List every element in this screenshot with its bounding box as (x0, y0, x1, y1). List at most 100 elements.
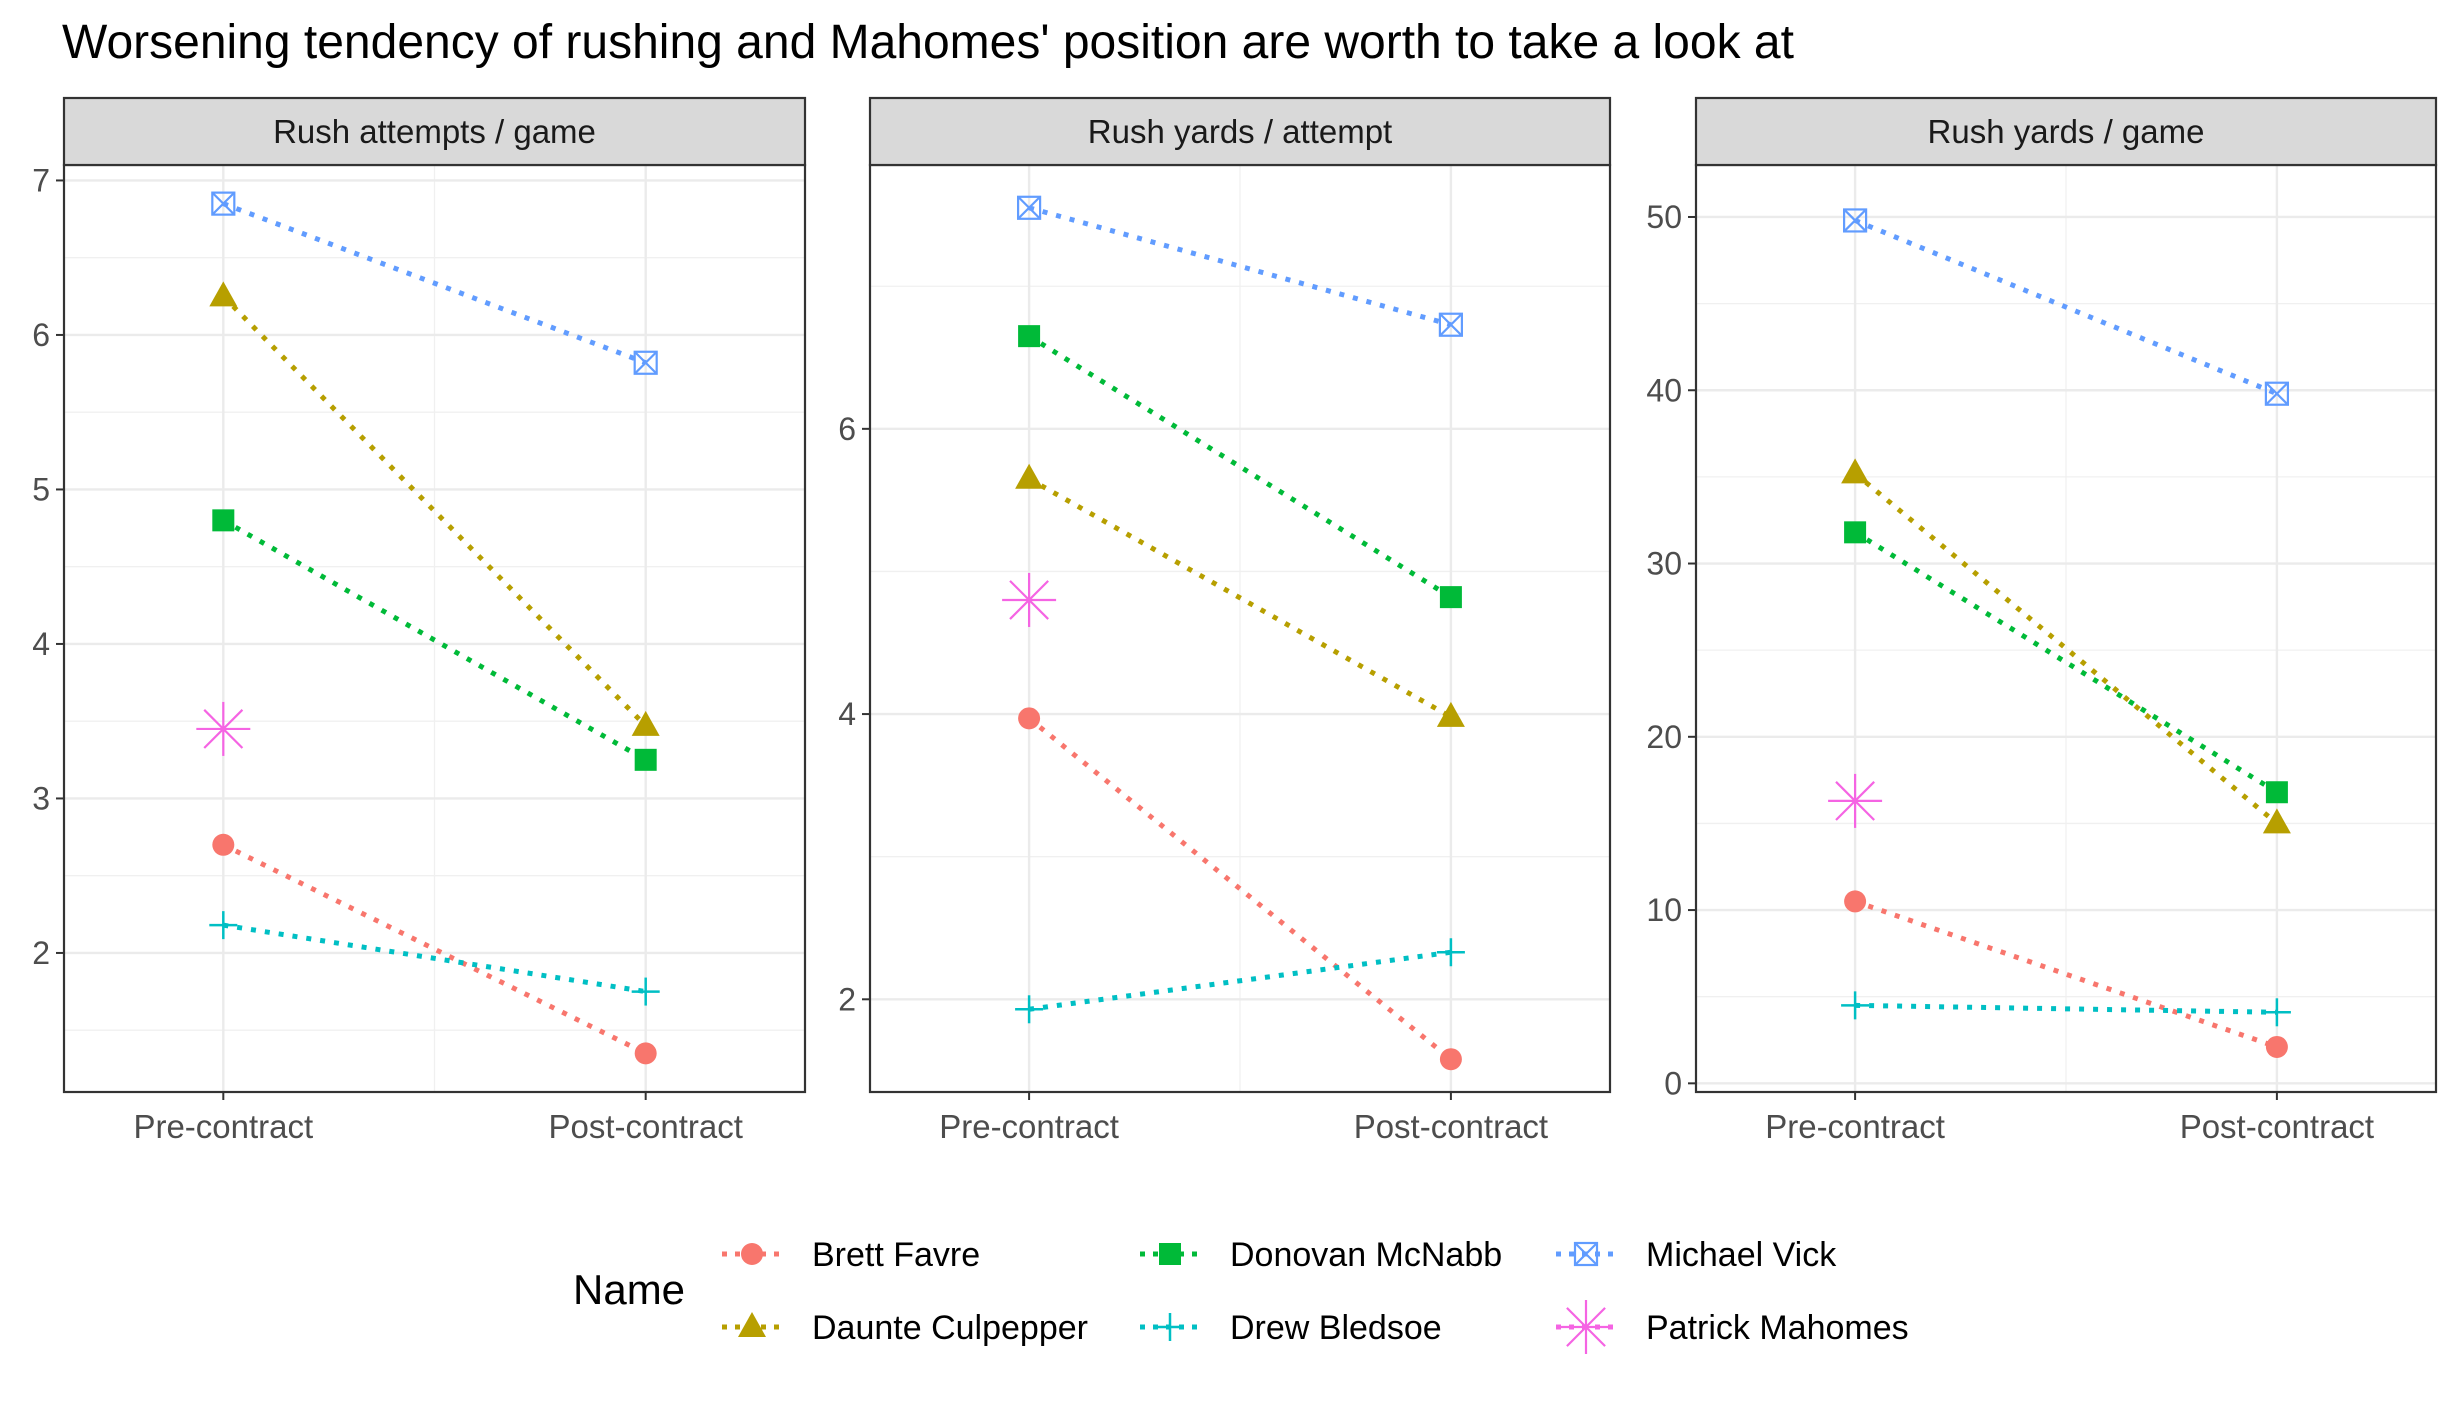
data-point (212, 833, 235, 856)
data-point (1439, 1048, 1462, 1071)
legend-label: Drew Bledsoe (1230, 1309, 1442, 1347)
series-patrick-mahomes (196, 701, 251, 756)
facet-panel-rush-yards-attempt: 2 4 6 Pre-contract Post-contract Rush yards /… (838, 96, 1612, 1145)
facet-strip-label: Rush attempts / game (273, 113, 596, 150)
legend-label: Donovan McNabb (1230, 1236, 1502, 1274)
data-point (212, 509, 235, 532)
series-line (1028, 949, 1452, 1012)
data-point (1842, 208, 1868, 233)
data-point (1439, 586, 1462, 609)
data-point (1016, 195, 1042, 220)
legend-key-symbol (738, 1312, 766, 1337)
legend-label: Daunte Culpepper (812, 1309, 1088, 1347)
data-point (2262, 808, 2291, 834)
series-line (221, 294, 648, 728)
data-point (1015, 995, 1044, 1024)
series-brett-favre (1018, 707, 1462, 1071)
legend-key-symbol (1559, 1300, 1613, 1354)
x-tick-label: Pre-contract (1765, 1108, 1945, 1145)
y-tick-label: 20 (1646, 719, 1682, 755)
data-point (1841, 458, 1870, 484)
data-point (211, 191, 236, 216)
series-drew-bledsoe (1841, 991, 2291, 1027)
data-point (1844, 890, 1867, 913)
legend-item-brett-favre: Brett Favre (722, 1236, 980, 1274)
data-point (1015, 463, 1044, 489)
series-line (1027, 716, 1453, 1062)
series-brett-favre (212, 833, 657, 1065)
data-point (1436, 938, 1465, 967)
y-tick-label: 3 (32, 780, 50, 816)
y-tick-label: 4 (32, 626, 50, 662)
data-point (1438, 312, 1464, 337)
facet-strip (1694, 96, 2438, 167)
series-line (1854, 899, 2278, 1050)
legend-key-symbol (1156, 1313, 1184, 1341)
legend-label: Brett Favre (812, 1236, 980, 1274)
facet-panel-rush-yards-game: 0 10 20 30 40 50 Pre-contract Post-contract Rush… (1646, 96, 2438, 1145)
legend-item-donovan-mcnabb: Donovan McNabb (1140, 1236, 1502, 1274)
data-point (1844, 521, 1867, 544)
series-line (222, 842, 647, 1056)
legend-key-symbol (1159, 1243, 1181, 1265)
series-line (1027, 476, 1453, 720)
series-line (222, 922, 647, 995)
facet-strip-label: Rush yards / attempt (1088, 113, 1392, 150)
legend-item-michael-vick: Michael Vick (1556, 1236, 1837, 1274)
series-brett-favre (1844, 890, 2288, 1058)
y-tick-label: 30 (1646, 546, 1682, 582)
series-line (1854, 218, 2278, 397)
y-tick-label: 4 (838, 696, 856, 732)
series-daunte-culpepper (209, 281, 660, 736)
series-line (222, 201, 647, 366)
series-donovan-mcnabb (1018, 325, 1462, 609)
data-point (209, 281, 238, 307)
y-tick-label: 5 (32, 471, 50, 507)
legend-item-daunte-culpepper: Daunte Culpepper (722, 1309, 1088, 1347)
data-point (1002, 572, 1057, 627)
legend-label: Patrick Mahomes (1646, 1309, 1909, 1347)
series-donovan-mcnabb (212, 509, 657, 771)
legend-label: Michael Vick (1646, 1236, 1837, 1274)
facet-panels: 2 3 4 5 6 7 Pre-contract Post-contract Rush atte… (32, 96, 2438, 1145)
data-point (631, 710, 660, 736)
facet-strip (62, 96, 807, 167)
series-patrick-mahomes (1002, 572, 1057, 627)
x-tick-label: Pre-contract (939, 1108, 1119, 1145)
y-tick-label: 10 (1646, 892, 1682, 928)
data-point (633, 350, 658, 375)
y-tick-label: 2 (32, 935, 50, 971)
data-point (2265, 1035, 2288, 1058)
y-tick-label: 6 (32, 317, 50, 353)
data-point (634, 1042, 657, 1065)
legend-key-symbol (1573, 1241, 1599, 1267)
series-donovan-mcnabb (1844, 521, 2288, 804)
data-point (1436, 701, 1465, 727)
y-tick-label: 2 (838, 981, 856, 1017)
x-tick-label: Post-contract (1354, 1108, 1548, 1145)
legend-title: Name (573, 1266, 685, 1313)
series-drew-bledsoe (1015, 938, 1465, 1024)
data-point (1841, 991, 1870, 1020)
legend: Name Brett Favre Daunte Culpepper Donovan M… (573, 1236, 1909, 1354)
x-tick-label: Post-contract (548, 1108, 742, 1145)
data-point (2262, 998, 2291, 1027)
series-drew-bledsoe (209, 911, 660, 1006)
y-tick-label: 7 (32, 162, 50, 198)
legend-key-symbol (741, 1243, 763, 1265)
y-tick-label: 40 (1646, 372, 1682, 408)
facet-strip (868, 96, 1612, 167)
series-line (222, 518, 647, 762)
facet-strip-label: Rush yards / game (1928, 113, 2205, 150)
chart-title: Worsening tendency of rushing and Mahome… (62, 16, 1794, 69)
y-tick-label: 50 (1646, 199, 1682, 235)
series-patrick-mahomes (1828, 773, 1883, 828)
series-daunte-culpepper (1841, 458, 2291, 834)
data-point (631, 977, 660, 1006)
series-line (1028, 205, 1452, 328)
series-line (1855, 1002, 2277, 1015)
legend-item-patrick-mahomes: Patrick Mahomes (1556, 1300, 1909, 1354)
y-tick-label: 6 (838, 411, 856, 447)
y-tick-label: 0 (1664, 1065, 1682, 1101)
